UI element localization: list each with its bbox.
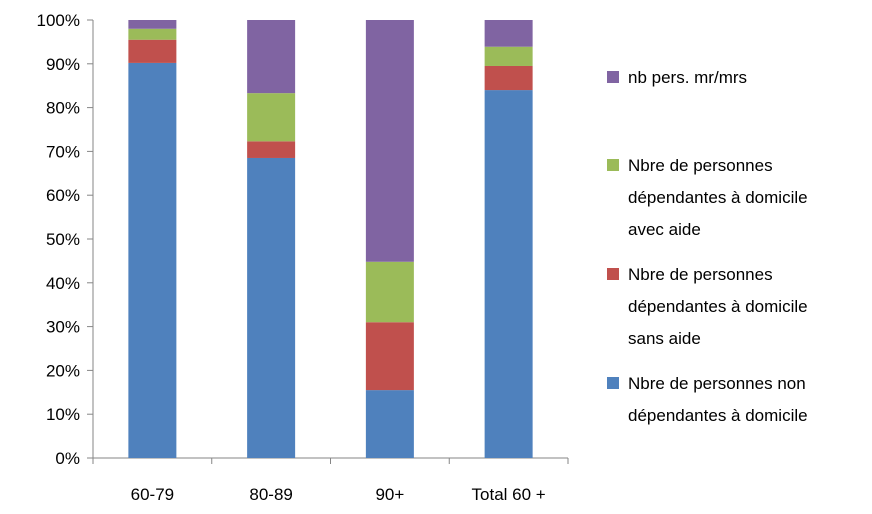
y-tick-label: 50% [46,230,80,249]
bar-segment-90--series-2 [365,261,414,323]
legend-label-line: Nbre de personnes [628,265,773,284]
legend-entry-0: Nbre de personnes non dépendantes à domic… [607,374,808,425]
legend-label-line: dépendantes à domicile [628,406,808,425]
legend-swatch [607,377,619,389]
legend-label-line: Nbre de personnes [628,156,773,175]
y-axis-ticks: 0% 10% 20% 30% 40% 50% 60% 70% 80% 90% 100% [37,11,93,468]
legend-label-line: dépendantes à domicile [628,297,808,316]
y-tick-label: 60% [46,186,80,205]
legend-label-line: sans aide [628,329,701,348]
y-tick-label: 10% [46,405,80,424]
y-tick-label: 90% [46,55,80,74]
legend-entry-2: Nbre de personnes dépendantes à domicile a… [607,156,808,239]
bar-segment-60-79-series-3 [128,20,177,29]
x-category-label: Total 60 + [472,485,546,504]
y-tick-label: 80% [46,99,80,118]
bar-segment-total-60--series-0 [484,90,533,458]
bar-segment-90--series-3 [365,20,414,262]
bar-segment-total-60--series-3 [484,20,533,47]
legend-label-line: dépendantes à domicile [628,188,808,207]
bar-segment-80-89-series-2 [247,93,296,142]
y-tick-label: 30% [46,318,80,337]
bar-segment-total-60--series-2 [484,46,533,66]
bar-segment-80-89-series-3 [247,20,296,94]
legend-label-line: Nbre de personnes non [628,374,806,393]
chart-legend: nb pers. mr/mrs Nbre de personnes dépendan… [607,68,808,425]
bar-segment-80-89-series-0 [247,157,296,458]
bar-segment-60-79-series-1 [128,39,177,63]
x-axis-labels: 60-79 80-89 90+ Total 60 + [131,485,546,504]
legend-entry-1: Nbre de personnes dépendantes à domicile s… [607,265,808,348]
x-category-label: 90+ [375,485,404,504]
chart-bars [128,20,533,458]
legend-swatch [607,268,619,280]
legend-swatch [607,71,619,83]
legend-entry-3: nb pers. mr/mrs [607,68,747,87]
bar-segment-90--series-0 [365,390,414,458]
bar-segment-60-79-series-2 [128,28,177,40]
legend-label-line: nb pers. mr/mrs [628,68,747,87]
y-tick-label: 20% [46,361,80,380]
y-tick-label: 0% [55,449,80,468]
y-tick-label: 70% [46,142,80,161]
bar-segment-60-79-series-0 [128,62,177,458]
legend-swatch [607,159,619,171]
x-category-label: 80-89 [249,485,292,504]
bar-segment-90--series-1 [365,322,414,391]
y-tick-label: 100% [37,11,80,30]
bar-segment-80-89-series-1 [247,141,296,158]
legend-label-line: avec aide [628,220,701,239]
x-category-label: 60-79 [131,485,174,504]
bar-segment-total-60--series-1 [484,65,533,91]
y-tick-label: 40% [46,274,80,293]
